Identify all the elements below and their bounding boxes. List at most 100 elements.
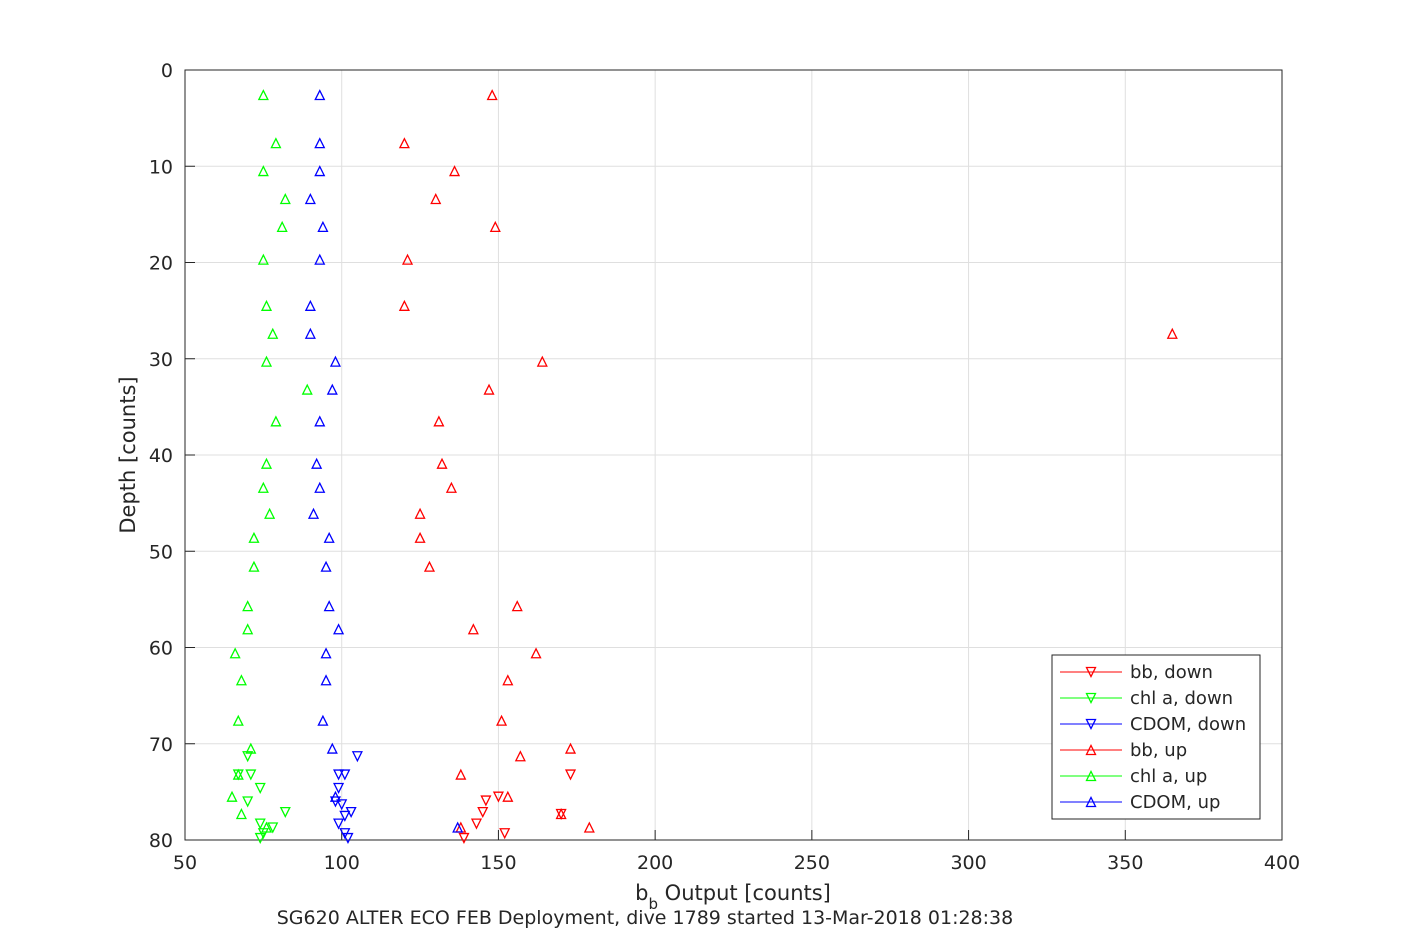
- data-point: [448, 165, 461, 177]
- data-point: [257, 165, 269, 177]
- legend-label: bb, up: [1130, 740, 1187, 761]
- data-point: [483, 383, 495, 395]
- legend-box: [1051, 654, 1261, 820]
- data-point: [329, 790, 341, 802]
- data-point: [351, 751, 363, 763]
- data-point: [257, 253, 269, 265]
- data-point: [264, 507, 276, 519]
- data-point: [329, 355, 341, 367]
- legend-marker: [1085, 796, 1097, 808]
- data-point: [339, 810, 351, 822]
- data-point: [514, 750, 526, 762]
- data-point: [470, 818, 483, 830]
- data-point: [270, 415, 282, 427]
- data-point: [414, 507, 426, 519]
- data-point: [320, 674, 332, 686]
- data-point: [342, 832, 354, 845]
- data-point: [398, 299, 410, 311]
- data-point: [455, 768, 467, 780]
- x-tick-label: 50: [173, 852, 197, 874]
- data-point: [248, 560, 260, 572]
- data-point: [242, 796, 254, 808]
- data-point: [229, 647, 241, 659]
- series-3: [398, 89, 1178, 833]
- data-point: [433, 415, 445, 427]
- data-point: [248, 531, 260, 543]
- data-point: [267, 327, 279, 339]
- x-tick-label: 150: [480, 852, 516, 874]
- data-point: [398, 137, 410, 149]
- data-point: [555, 808, 567, 820]
- data-point: [336, 799, 348, 811]
- data-point: [254, 832, 266, 845]
- data-point: [242, 623, 254, 635]
- y-tick-label: 50: [149, 541, 173, 563]
- legend-marker: [1085, 692, 1097, 704]
- data-points: [226, 89, 1178, 845]
- data-point: [270, 137, 282, 149]
- data-point: [477, 806, 489, 819]
- x-tick-label: 100: [324, 852, 360, 874]
- data-point: [536, 355, 548, 367]
- data-point: [502, 674, 514, 686]
- data-point: [317, 220, 329, 233]
- data-point: [458, 832, 470, 845]
- data-point: [499, 828, 511, 840]
- x-tick-label: 200: [637, 852, 673, 874]
- data-point: [254, 818, 266, 830]
- data-point: [267, 822, 279, 834]
- y-tick-label: 20: [149, 253, 173, 275]
- y-tick-label: 10: [149, 156, 173, 178]
- x-tick-label: 400: [1264, 852, 1300, 874]
- data-point: [260, 299, 273, 311]
- data-point: [242, 600, 254, 612]
- data-point: [257, 481, 269, 493]
- data-point: [226, 790, 238, 802]
- y-tick-label: 80: [149, 830, 173, 852]
- data-point: [314, 481, 326, 493]
- data-point: [311, 457, 323, 469]
- data-point: [279, 806, 291, 819]
- data-point: [502, 790, 514, 802]
- data-point: [333, 782, 345, 794]
- y-tick-label: 40: [149, 445, 173, 467]
- data-point: [333, 818, 345, 830]
- series-5: [304, 89, 464, 833]
- x-tick-label: 300: [950, 852, 986, 874]
- data-point: [317, 714, 329, 726]
- data-point: [452, 821, 464, 833]
- data-point: [492, 791, 504, 803]
- legend-label: chl a, up: [1130, 766, 1207, 787]
- data-point: [245, 742, 257, 754]
- data-point: [260, 457, 273, 469]
- data-point: [480, 795, 492, 807]
- data-point: [254, 782, 266, 794]
- data-point: [333, 623, 345, 635]
- data-point: [511, 600, 523, 612]
- data-point: [260, 355, 273, 367]
- data-point: [301, 383, 313, 395]
- legend-label: bb, down: [1130, 662, 1213, 683]
- data-point: [564, 769, 577, 781]
- legend-marker: [1085, 770, 1097, 782]
- data-point: [401, 253, 414, 265]
- data-point: [496, 714, 508, 726]
- figure-caption: SG620 ALTER ECO FEB Deployment, dive 178…: [277, 907, 1013, 929]
- data-point: [414, 531, 426, 543]
- legend-label: CDOM, up: [1130, 792, 1220, 813]
- data-point: [323, 531, 335, 543]
- x-tick-label: 350: [1107, 852, 1143, 874]
- x-axis-label: bb Output [counts]: [635, 881, 831, 913]
- data-point: [320, 560, 332, 572]
- data-point: [304, 299, 316, 311]
- x-tick-label: 250: [794, 852, 830, 874]
- data-point: [307, 507, 320, 519]
- data-point: [326, 383, 338, 395]
- data-point: [564, 742, 577, 754]
- data-point: [314, 165, 326, 177]
- series-4: [226, 89, 313, 833]
- legend-label: CDOM, down: [1130, 714, 1246, 735]
- data-point: [260, 821, 273, 833]
- legend: bb, down chl a, down CDOM, down bb, up chl a…: [1051, 654, 1261, 820]
